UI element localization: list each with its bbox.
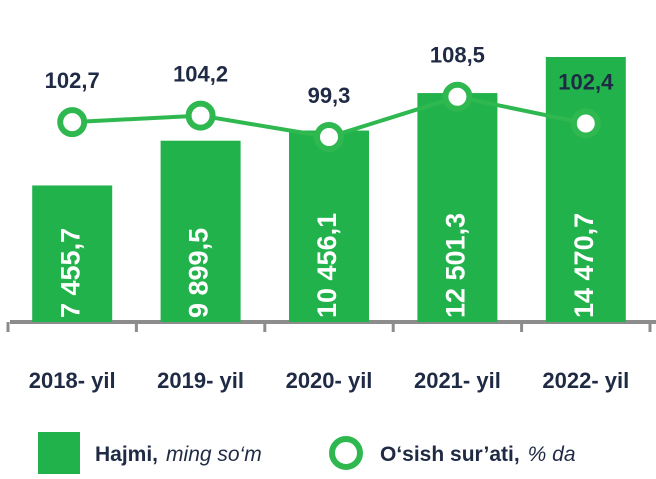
bar-value-label: 10 456,1 — [312, 213, 342, 318]
bar-value-label: 12 501,3 — [441, 213, 471, 318]
bar-value-label: 7 455,7 — [55, 228, 85, 318]
line-value-label: 99,3 — [308, 83, 351, 108]
line-marker — [442, 81, 473, 112]
bar — [545, 57, 626, 322]
line-marker — [185, 100, 216, 131]
x-tick-label: 2022- yil — [542, 368, 629, 393]
line-value-label: 104,2 — [173, 61, 228, 86]
x-tick-label: 2019- yil — [157, 368, 244, 393]
legend-unit: % da — [528, 443, 576, 466]
bar — [32, 185, 113, 322]
x-tick-label: 2020- yil — [286, 368, 373, 393]
legend-label: Hajmi, ming so‘m — [95, 443, 262, 466]
bar-value-label: 9 899,5 — [184, 228, 214, 318]
x-tick-label: 2021- yil — [414, 368, 501, 393]
bar — [417, 93, 498, 322]
legend-name: Hajmi, — [95, 443, 158, 466]
line-marker — [314, 122, 344, 153]
line-marker — [57, 107, 88, 138]
line-marker — [570, 108, 601, 139]
legend-swatch — [38, 432, 80, 474]
legend-name: O‘sish sur’ati, — [380, 443, 520, 466]
line-value-label: 102,7 — [45, 68, 100, 93]
legend-unit: ming so‘m — [166, 443, 262, 466]
line-value-label: 102,4 — [558, 69, 614, 94]
bar-value-label: 14 470,7 — [569, 213, 599, 318]
bar — [160, 140, 241, 322]
legend-swatch — [329, 436, 363, 470]
line-value-label: 108,5 — [430, 43, 485, 68]
x-tick-label: 2018- yil — [29, 368, 116, 393]
legend-label: O‘sish sur’ati, % da — [380, 443, 576, 466]
bar — [289, 130, 369, 322]
